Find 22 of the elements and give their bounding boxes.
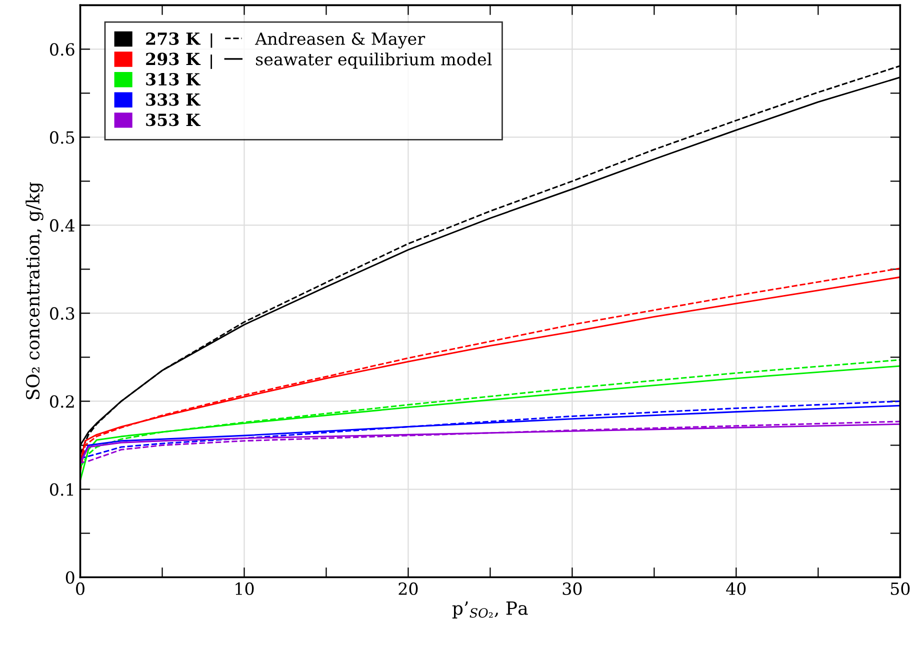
y-tick-label: 0 — [66, 571, 74, 584]
x-axis-title: p’$_{SO₂}$, Pa — [452, 602, 528, 618]
x-tick-label: 10 — [236, 582, 254, 596]
x-tick-label: 40 — [726, 582, 746, 596]
legend-label: 313 K — [146, 72, 201, 86]
y-tick-label: 0.6 — [50, 43, 74, 56]
annotation: Andreasen & Mayer — [254, 32, 426, 48]
legend-label: 333 K — [146, 93, 201, 106]
legend-label: 293 K — [146, 52, 201, 66]
x-tick-label: 0 — [76, 582, 84, 596]
y-tick-label: 0.3 — [50, 307, 74, 320]
y-tick-label: 0.2 — [50, 395, 74, 408]
y-tick-label: 0.1 — [50, 483, 74, 496]
y-axis-title: SO₂ concentration, g/kg — [26, 182, 44, 400]
y-tick-label: 0.5 — [50, 131, 74, 144]
legend-label: 273 K — [146, 32, 201, 45]
annotation: seawater equilibrium model — [256, 52, 492, 69]
y-tick-label: 0.4 — [50, 219, 75, 232]
x-tick-label: 50 — [890, 582, 910, 596]
legend-label: 353 K — [146, 114, 201, 126]
x-tick-label: 30 — [562, 582, 582, 596]
x-tick-label: 20 — [398, 582, 418, 596]
